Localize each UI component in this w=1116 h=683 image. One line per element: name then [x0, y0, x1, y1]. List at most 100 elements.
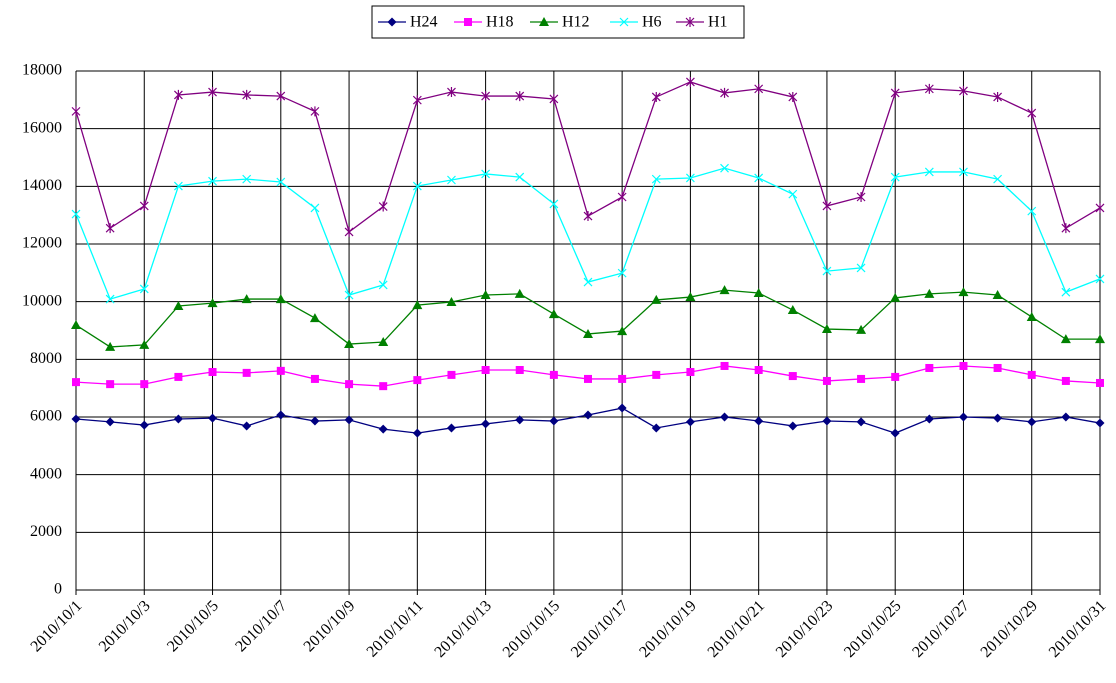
x-tick-label: 2010/10/15 [500, 597, 564, 661]
x-tick-label: 2010/10/3 [96, 597, 154, 655]
marker [822, 266, 832, 276]
y-tick-label: 12000 [22, 235, 62, 252]
marker [754, 366, 763, 375]
marker [1061, 412, 1071, 422]
marker [856, 192, 866, 203]
marker [822, 416, 832, 426]
y-tick-label: 16000 [22, 119, 62, 136]
marker [617, 268, 627, 278]
marker [993, 363, 1002, 372]
marker [1096, 378, 1104, 387]
marker [106, 380, 115, 389]
marker [685, 173, 695, 183]
marker [685, 417, 695, 427]
marker [719, 285, 730, 295]
x-tick-label: 2010/10/1 [28, 597, 86, 655]
marker [481, 419, 491, 429]
marker [242, 421, 252, 431]
series-line [75, 289, 1100, 348]
marker [788, 91, 798, 102]
marker [173, 300, 184, 310]
x-tick-label: 2010/10/5 [164, 597, 222, 655]
marker [309, 313, 320, 323]
marker [720, 87, 729, 98]
marker [387, 17, 397, 27]
marker [993, 91, 1003, 102]
marker [242, 89, 252, 100]
marker [413, 376, 422, 385]
marker [310, 203, 320, 213]
marker [890, 428, 900, 438]
marker [310, 374, 319, 383]
marker [856, 263, 866, 273]
marker [446, 296, 457, 306]
marker [139, 339, 150, 349]
marker [754, 173, 764, 183]
x-tick-label: 2010/10/7 [232, 597, 290, 655]
marker [139, 420, 149, 430]
marker [583, 410, 593, 420]
marker [1027, 206, 1037, 216]
marker [890, 87, 900, 98]
x-tick-label: 2010/10/19 [636, 597, 700, 661]
marker [1026, 311, 1037, 321]
marker [412, 300, 423, 310]
y-tick-label: 14000 [22, 177, 62, 194]
marker [208, 87, 217, 98]
marker [651, 174, 661, 184]
marker [822, 200, 832, 211]
marker [1027, 370, 1036, 379]
marker [720, 412, 730, 422]
marker [515, 172, 525, 182]
marker [720, 361, 729, 370]
marker [208, 176, 217, 186]
x-tick-label: 2010/10/17 [568, 597, 632, 661]
x-tick-label: 2010/10/21 [705, 597, 769, 661]
marker [891, 372, 900, 381]
marker [856, 324, 867, 334]
marker [651, 91, 661, 102]
marker [1095, 334, 1105, 344]
marker [71, 414, 81, 424]
marker [617, 326, 628, 336]
marker [140, 380, 149, 389]
x-tick-label: 2010/10/31 [1046, 597, 1110, 661]
marker [753, 288, 764, 298]
marker [539, 17, 549, 26]
marker [412, 181, 422, 191]
marker [583, 328, 593, 338]
marker [344, 290, 354, 300]
legend-label: H6 [642, 14, 662, 31]
marker [71, 106, 81, 117]
marker [959, 85, 968, 96]
marker [652, 370, 661, 379]
x-tick-label: 2010/10/27 [909, 597, 973, 661]
x-tick-label: 2010/10/11 [364, 597, 427, 660]
marker [481, 169, 491, 179]
marker [890, 172, 900, 182]
marker [480, 290, 491, 300]
marker [412, 428, 422, 438]
marker [344, 339, 355, 349]
marker [515, 366, 524, 375]
marker [788, 421, 798, 431]
marker [242, 174, 252, 184]
marker [993, 413, 1003, 423]
marker [548, 309, 559, 319]
marker [754, 83, 764, 94]
marker [481, 366, 490, 375]
marker [549, 370, 558, 379]
marker [379, 382, 388, 391]
marker [139, 200, 149, 211]
marker [72, 378, 80, 387]
marker [890, 292, 901, 302]
x-tick-label: 2010/10/23 [773, 597, 837, 661]
marker [310, 416, 320, 426]
marker [754, 416, 764, 426]
marker [446, 423, 456, 433]
marker [344, 226, 354, 237]
marker [1027, 108, 1037, 119]
x-tick-label: 2010/10/13 [431, 597, 495, 661]
marker [105, 294, 115, 304]
